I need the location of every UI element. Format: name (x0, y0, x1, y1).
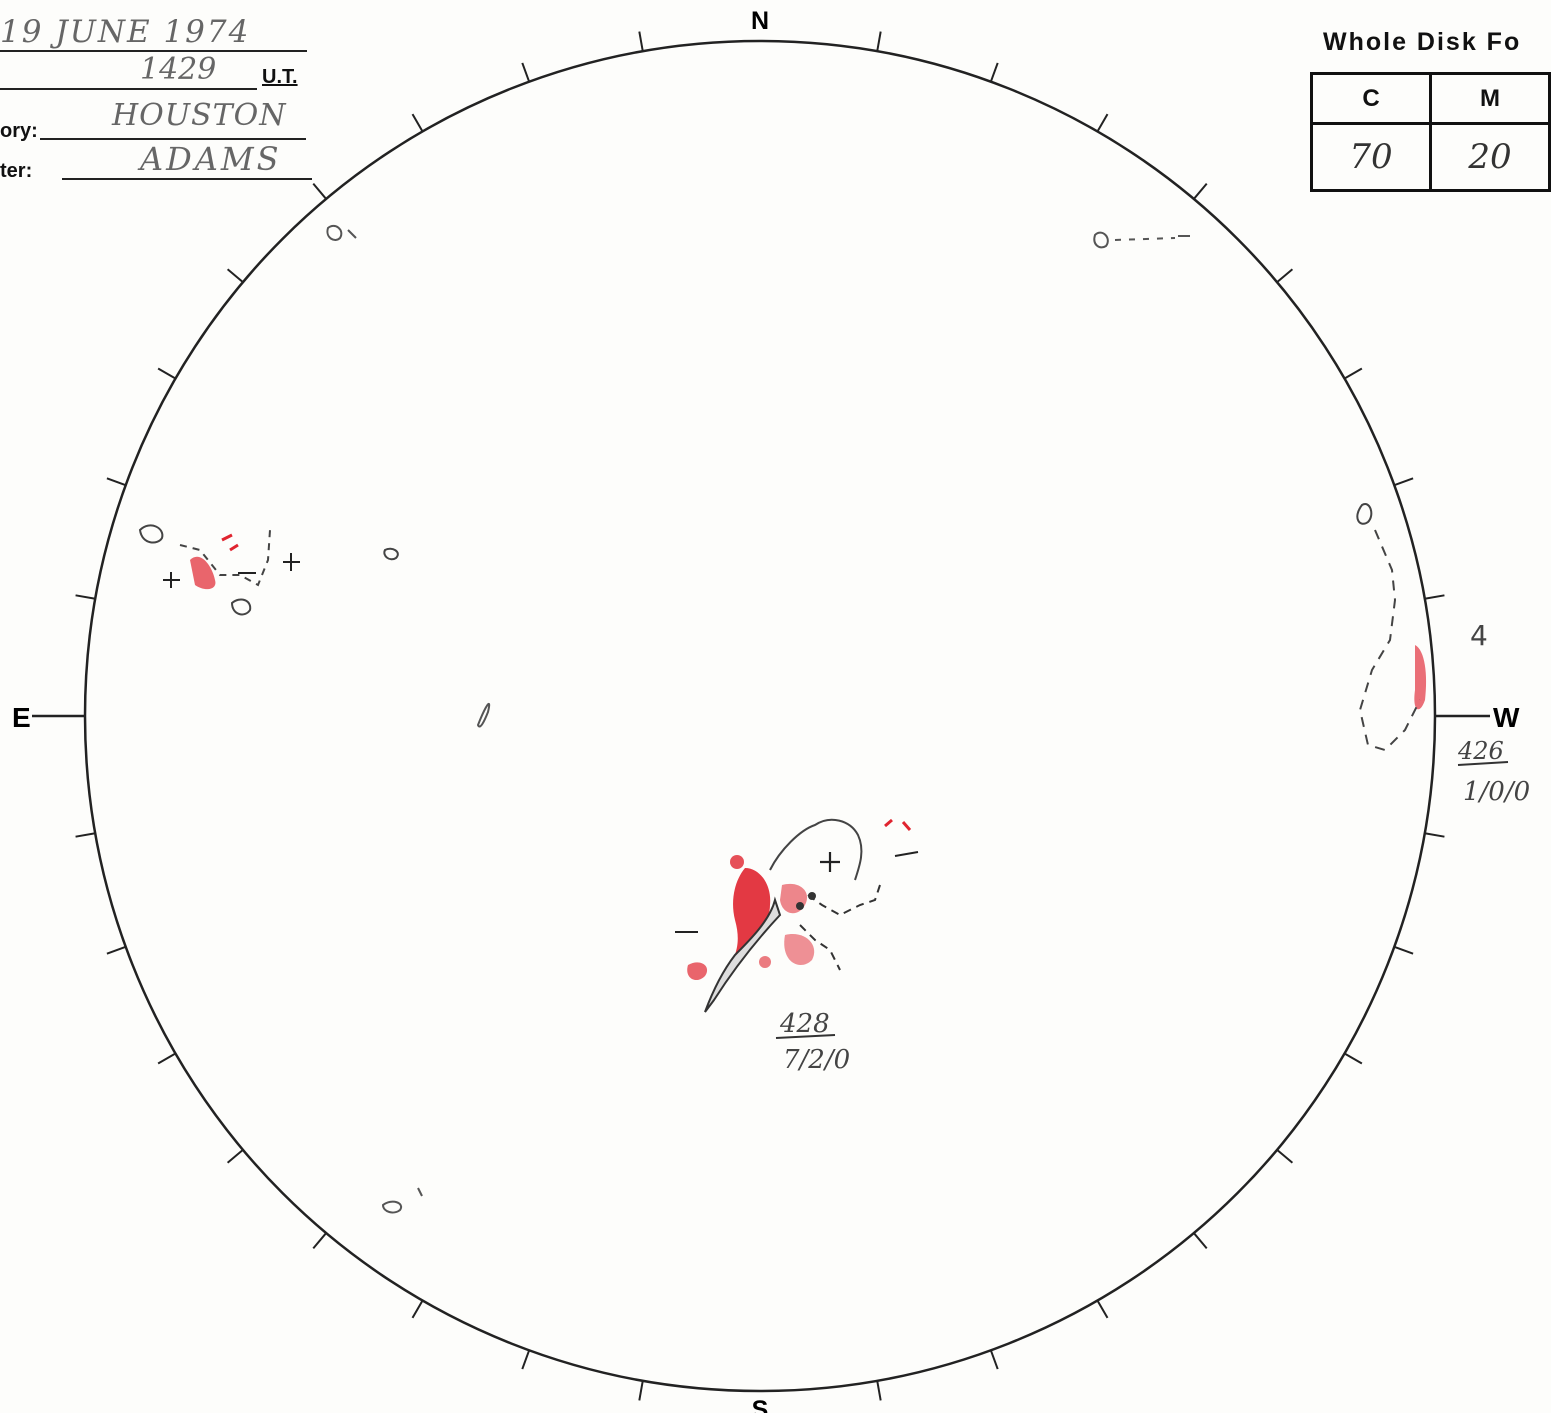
date-value: 19 JUNE 1974 (0, 14, 251, 50)
region-426-fraction-bar (1457, 761, 1509, 766)
limb-tick (75, 594, 96, 600)
time-value: 1429 (140, 52, 217, 87)
limb-tick (312, 182, 327, 200)
limb-tick (1424, 594, 1445, 600)
limb-tick (1096, 1300, 1109, 1319)
limb-tick (1193, 182, 1208, 200)
limb-tick (989, 1349, 999, 1370)
forecast-table: C M 70 20 (1310, 72, 1551, 192)
reporter-label: ter: (0, 160, 33, 182)
limb-tick (411, 1300, 424, 1319)
limb-tick (876, 31, 882, 52)
region-428-fraction-bar (775, 1034, 836, 1039)
observatory-label: ory: (0, 120, 38, 142)
limb-annotation: 4 (1470, 619, 1488, 652)
region-426-classification: 1/0/0 (1463, 777, 1530, 807)
limb-tick (521, 1349, 531, 1370)
limb-tick (876, 1380, 882, 1401)
limb-tick (106, 945, 127, 955)
time-underline (0, 88, 257, 90)
time-unit-label: U.T. (262, 66, 298, 88)
limb-tick (226, 1149, 244, 1164)
limb-tick (1393, 945, 1414, 955)
region-428-classification: 7/2/0 (783, 1045, 850, 1075)
limb-tick (989, 62, 999, 83)
limb-tick (1344, 367, 1363, 380)
east-region-sketch (138, 524, 399, 616)
south-label: S (752, 1396, 769, 1413)
small-features (326, 224, 1190, 1214)
region-426-sketch (1356, 503, 1427, 752)
region-428-sketch (675, 818, 919, 1013)
observatory-value: HOUSTON (112, 98, 287, 133)
limb-tick (106, 477, 127, 487)
north-label: N (751, 7, 769, 35)
limb-ticks (75, 31, 1445, 1401)
forecast-value-m: 20 (1429, 122, 1551, 192)
limb-tick (521, 62, 531, 83)
forecast-title: Whole Disk Fo (1323, 28, 1522, 56)
observatory-underline (40, 138, 306, 140)
region-426-number: 426 (1457, 737, 1504, 765)
forecast-value-c: 70 (1310, 122, 1432, 192)
limb-tick (1344, 1052, 1363, 1065)
limb-tick (157, 367, 176, 380)
east-label: E (12, 702, 31, 733)
reporter-underline (62, 178, 312, 180)
limb-tick (411, 113, 424, 132)
limb-tick (638, 31, 644, 52)
limb-tick (1393, 477, 1414, 487)
limb-tick (1276, 1149, 1294, 1164)
date-underline (0, 50, 307, 52)
limb-tick (157, 1052, 176, 1065)
region-428-number: 428 (779, 1009, 830, 1039)
limb-tick (312, 1232, 327, 1250)
limb-tick (75, 832, 96, 838)
limb-tick (638, 1380, 644, 1401)
solar-limb (83, 39, 1437, 1393)
west-label: W (1493, 702, 1520, 733)
forecast-col-c: C (1310, 72, 1432, 125)
limb-tick (1424, 832, 1445, 838)
reporter-value: ADAMS (140, 140, 282, 178)
limb-tick (1193, 1232, 1208, 1250)
forecast-col-m: M (1429, 72, 1551, 125)
limb-tick (1276, 268, 1294, 283)
limb-tick (1096, 113, 1109, 132)
limb-tick (226, 268, 244, 283)
